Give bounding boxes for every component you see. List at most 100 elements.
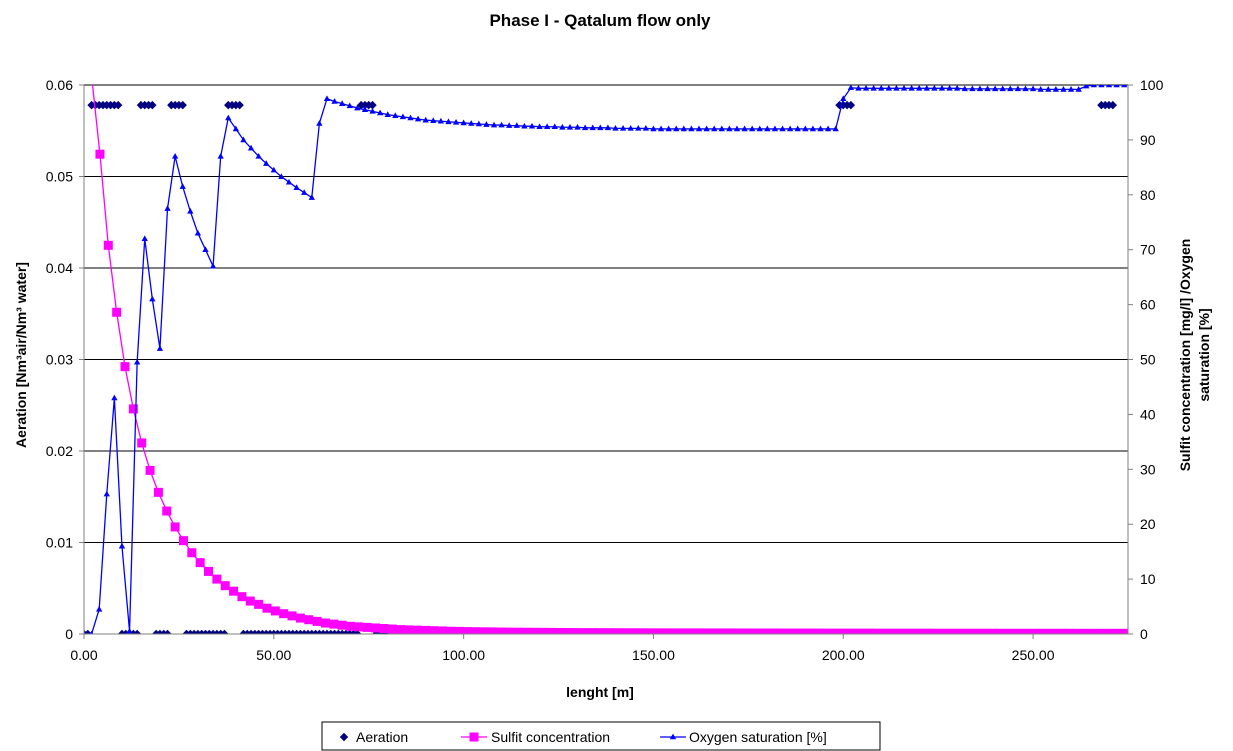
data-point (369, 107, 376, 114)
data-point (1039, 628, 1049, 634)
data-point (1029, 85, 1037, 92)
data-point (337, 620, 347, 630)
data-point (141, 235, 148, 242)
data-point (430, 117, 437, 123)
data-point (194, 229, 202, 236)
data-point (1052, 86, 1060, 92)
data-point (976, 85, 984, 92)
data-point (665, 125, 672, 132)
data-point (103, 490, 110, 497)
data-point (847, 628, 857, 634)
data-point (705, 628, 715, 634)
data-point (331, 98, 338, 104)
y-right-tick-label: 10 (1140, 571, 1156, 587)
data-point (969, 85, 976, 92)
data-point (733, 125, 741, 132)
data-point (588, 628, 598, 634)
y-left-tick-label: 0.03 (46, 352, 73, 368)
data-point (764, 125, 771, 132)
data-point (878, 85, 885, 91)
data-point (755, 628, 765, 634)
y-left-tick-label: 0.04 (46, 260, 73, 276)
data-point (650, 125, 657, 132)
y-right-tick-label: 100 (1140, 77, 1164, 93)
data-point (232, 125, 240, 132)
data-point (95, 149, 105, 159)
data-point (621, 628, 631, 634)
data-point (521, 627, 531, 634)
data-point (544, 123, 551, 130)
data-point (89, 630, 94, 634)
data-point (126, 627, 133, 634)
data-point (771, 125, 779, 132)
data-point (475, 120, 482, 127)
data-point (498, 121, 505, 128)
data-point (830, 628, 840, 634)
data-point (885, 85, 892, 91)
data-point (209, 262, 217, 269)
data-point (1007, 85, 1014, 92)
data-point (504, 627, 514, 634)
data-point (673, 125, 680, 132)
data-point (846, 100, 856, 110)
x-tick-label: 150.00 (632, 647, 675, 663)
data-point (955, 628, 965, 634)
y-right-tick-label: 70 (1140, 242, 1156, 258)
data-point (718, 125, 725, 132)
data-point (604, 628, 614, 634)
data-point (581, 124, 589, 131)
data-point (346, 102, 353, 109)
data-point (163, 629, 172, 634)
data-point (329, 619, 339, 629)
legend-marker (339, 732, 349, 742)
data-point (916, 85, 923, 91)
legend-marker (669, 733, 677, 740)
data-point (162, 506, 172, 516)
data-point (1022, 628, 1032, 634)
data-point (688, 125, 695, 132)
data-point (680, 125, 687, 132)
data-point (254, 599, 264, 609)
data-point (726, 125, 733, 132)
data-point (786, 125, 794, 132)
data-point (379, 624, 389, 634)
data-point (483, 121, 490, 127)
data-point (1014, 628, 1024, 634)
data-point (688, 628, 698, 634)
data-point (301, 189, 308, 195)
y-right-axis-label-line1: Sulfit concentration [mg/l] /Oxygen (1177, 239, 1193, 472)
data-point (880, 628, 890, 634)
data-point (145, 465, 155, 475)
data-point (908, 85, 915, 91)
data-point (521, 122, 528, 129)
data-point (270, 606, 280, 616)
axes: 0.00 50.00 100.00 150.00 200.00 250.00 0 0.01 0.… (46, 77, 1164, 663)
data-point (972, 628, 982, 634)
data-point (346, 621, 356, 631)
data-point (103, 240, 113, 250)
data-point (137, 438, 147, 448)
data-point (1022, 85, 1029, 92)
data-point (361, 106, 369, 113)
data-point (897, 628, 907, 634)
data-point (938, 628, 948, 634)
data-point (954, 85, 961, 91)
data-point (149, 295, 156, 302)
data-point (1005, 628, 1015, 634)
data-point (817, 125, 824, 132)
data-point (229, 586, 239, 596)
data-point (888, 628, 898, 634)
data-point (471, 627, 481, 634)
data-point (387, 624, 397, 634)
data-point (295, 613, 305, 623)
data-point (721, 628, 731, 634)
y-right-tick-label: 90 (1140, 132, 1156, 148)
data-point (128, 404, 138, 414)
data-point (132, 629, 142, 634)
series-oxygen-saturation (84, 85, 1128, 634)
data-point (797, 628, 807, 634)
legend-label: Aeration (356, 729, 408, 745)
data-point (613, 628, 623, 634)
data-point (619, 125, 627, 131)
